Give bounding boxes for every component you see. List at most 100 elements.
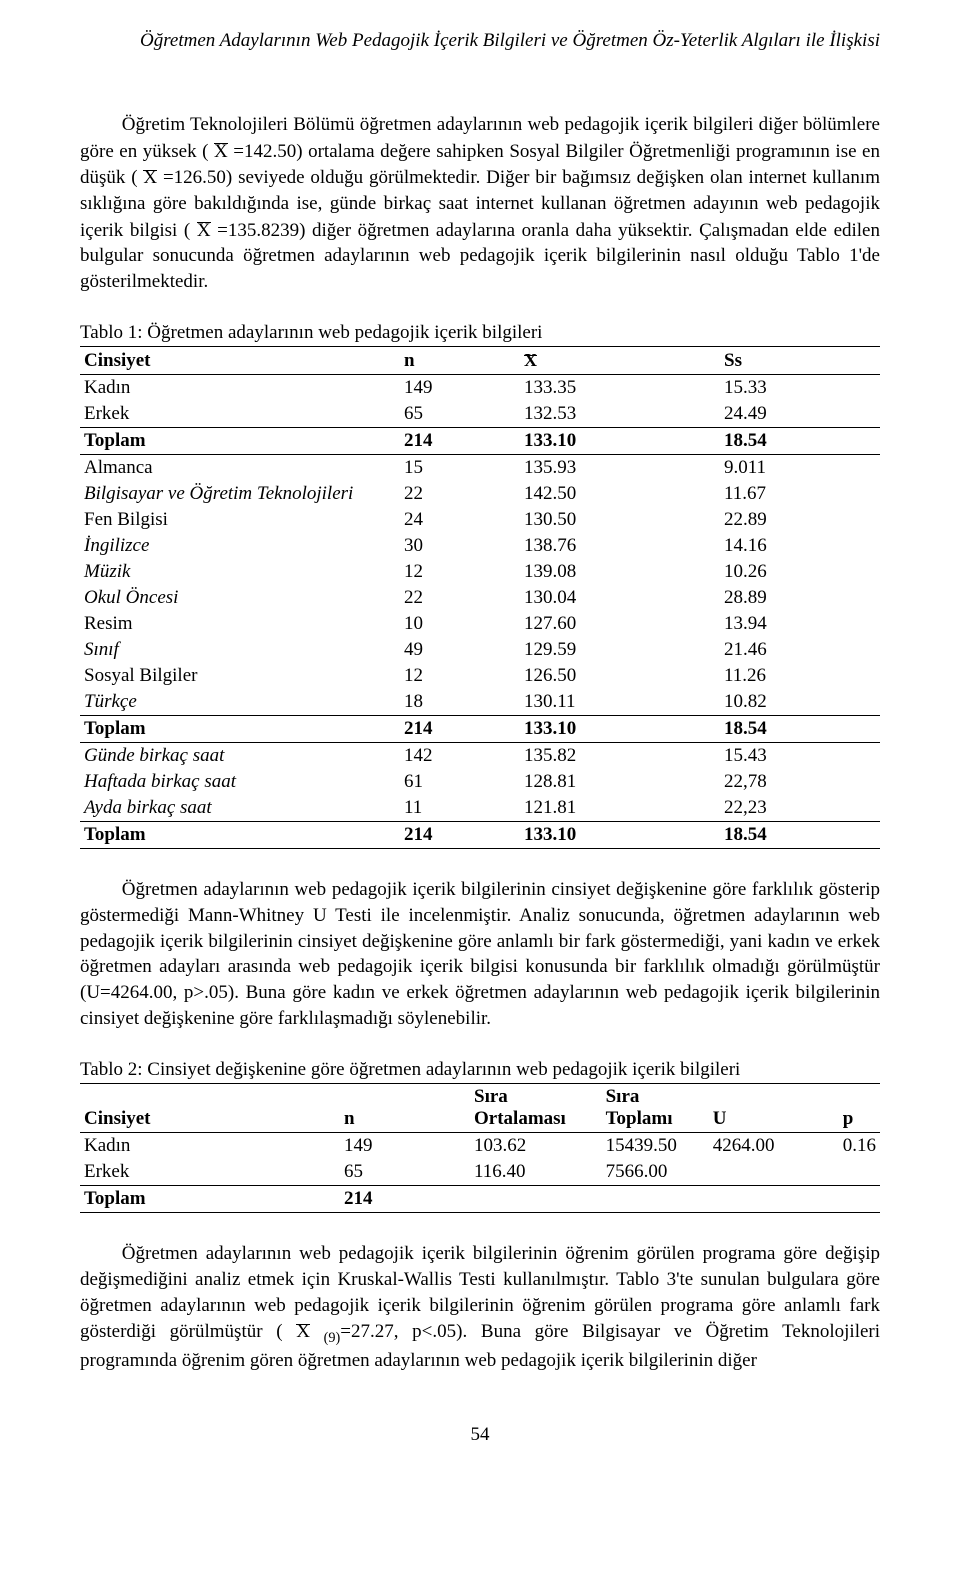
paragraph-1: Öğretim Teknolojileri Bölümü öğretmen ad…	[80, 112, 880, 294]
cell: 22	[400, 481, 520, 507]
t2-head-so: Sıra Ortalaması	[470, 1084, 602, 1133]
cell: 9.011	[720, 455, 880, 482]
cell: 15.33	[720, 375, 880, 402]
cell: 61	[400, 769, 520, 795]
table-row: Sosyal Bilgiler12126.5011.26	[80, 663, 880, 689]
t1-sec2-total: Toplam 214 133.10 18.54	[80, 716, 880, 743]
p2-text: Öğretmen adaylarının web pedagojik içeri…	[80, 879, 880, 1028]
t1-sec1-total: Toplam 214 133.10 18.54	[80, 428, 880, 455]
t1-section3: Günde birkaç saat142135.8215.43Haftada b…	[80, 743, 880, 822]
paragraph-3: Öğretmen adaylarının web pedagojik içeri…	[80, 1241, 880, 1374]
table-row: Okul Öncesi22130.0428.89	[80, 585, 880, 611]
cell: Almanca	[80, 455, 400, 482]
table-row: Ayda birkaç saat11121.8122,23	[80, 795, 880, 822]
t2-head-u: U	[709, 1084, 839, 1133]
t1-sec3-total: Toplam 214 133.10 18.54	[80, 822, 880, 849]
cell: Haftada birkaç saat	[80, 769, 400, 795]
cell: 22	[400, 585, 520, 611]
cell: Okul Öncesi	[80, 585, 400, 611]
cell: 14.16	[720, 533, 880, 559]
p3-sub: (9)	[324, 1330, 341, 1346]
t1-section2: Almanca15135.939.011Bilgisayar ve Öğreti…	[80, 455, 880, 716]
cell: 130.04	[520, 585, 720, 611]
cell	[839, 1159, 880, 1186]
cell: 10.82	[720, 689, 880, 716]
cell: Türkçe	[80, 689, 400, 716]
cell: 4264.00	[709, 1133, 839, 1160]
xbar-symbol: X	[197, 217, 211, 244]
cell: 11	[400, 795, 520, 822]
table-row: Müzik12139.0810.26	[80, 559, 880, 585]
running-header: Öğretmen Adaylarının Web Pedagojik İçeri…	[80, 30, 880, 52]
cell: 18	[400, 689, 520, 716]
cell: 121.81	[520, 795, 720, 822]
table-row: Almanca15135.939.011	[80, 455, 880, 482]
cell: 21.46	[720, 637, 880, 663]
cell: 130.50	[520, 507, 720, 533]
cell: 11.67	[720, 481, 880, 507]
cell: Erkek	[80, 401, 400, 428]
cell: 22,23	[720, 795, 880, 822]
t2-head-cinsiyet: Cinsiyet	[80, 1084, 340, 1133]
table-row: Sınıf49129.5921.46	[80, 637, 880, 663]
t1-head-x: X	[520, 347, 720, 375]
cell: 103.62	[470, 1133, 602, 1160]
cell: 11.26	[720, 663, 880, 689]
cell: 135.93	[520, 455, 720, 482]
cell: 132.53	[520, 401, 720, 428]
t2-head-n: n	[340, 1084, 470, 1133]
cell: 214	[400, 428, 520, 455]
table-row: Kadın149133.3515.33	[80, 375, 880, 402]
table-row: Erkek65116.407566.00	[80, 1159, 880, 1186]
cell: 138.76	[520, 533, 720, 559]
table-row: Kadın149103.6215439.504264.000.16	[80, 1133, 880, 1160]
cell: 214	[400, 822, 520, 849]
cell: Erkek	[80, 1159, 340, 1186]
cell: 0.16	[839, 1133, 880, 1160]
cell: 65	[400, 401, 520, 428]
cell	[709, 1186, 839, 1213]
table2-caption: Tablo 2: Cinsiyet değişkenine göre öğret…	[80, 1059, 880, 1081]
cell: 7566.00	[602, 1159, 709, 1186]
xbar-symbol: X	[296, 1318, 310, 1345]
cell: 12	[400, 663, 520, 689]
table1-caption: Tablo 1: Öğretmen adaylarının web pedago…	[80, 322, 880, 344]
cell: 129.59	[520, 637, 720, 663]
xbar-symbol: X	[214, 138, 228, 165]
table-row: Haftada birkaç saat61128.8122,78	[80, 769, 880, 795]
cell: Kadın	[80, 375, 400, 402]
t1-head-n: n	[400, 347, 520, 375]
table-row: Türkçe18130.1110.82	[80, 689, 880, 716]
cell: 133.10	[520, 428, 720, 455]
cell: 135.82	[520, 743, 720, 770]
table-row: Resim10127.6013.94	[80, 611, 880, 637]
cell: 28.89	[720, 585, 880, 611]
cell: 22.89	[720, 507, 880, 533]
cell: 24.49	[720, 401, 880, 428]
cell: 133.35	[520, 375, 720, 402]
cell: 10	[400, 611, 520, 637]
cell: 15439.50	[602, 1133, 709, 1160]
table-row: Bilgisayar ve Öğretim Teknolojileri22142…	[80, 481, 880, 507]
cell: Müzik	[80, 559, 400, 585]
t2-body: Kadın149103.6215439.504264.000.16Erkek65…	[80, 1133, 880, 1186]
cell: 65	[340, 1159, 470, 1186]
cell: 128.81	[520, 769, 720, 795]
cell: Sosyal Bilgiler	[80, 663, 400, 689]
t2-total: Toplam 214	[80, 1186, 880, 1213]
cell: 133.10	[520, 716, 720, 743]
cell: 149	[400, 375, 520, 402]
cell: 214	[400, 716, 520, 743]
table-row: İngilizce30138.7614.16	[80, 533, 880, 559]
cell: 18.54	[720, 428, 880, 455]
cell: Toplam	[80, 428, 400, 455]
cell: Kadın	[80, 1133, 340, 1160]
cell: 214	[340, 1186, 470, 1213]
cell: Toplam	[80, 822, 400, 849]
cell	[709, 1159, 839, 1186]
cell: Toplam	[80, 1186, 340, 1213]
cell: 116.40	[470, 1159, 602, 1186]
paragraph-2: Öğretmen adaylarının web pedagojik içeri…	[80, 877, 880, 1031]
cell: Toplam	[80, 716, 400, 743]
t2-head-p: p	[839, 1084, 880, 1133]
